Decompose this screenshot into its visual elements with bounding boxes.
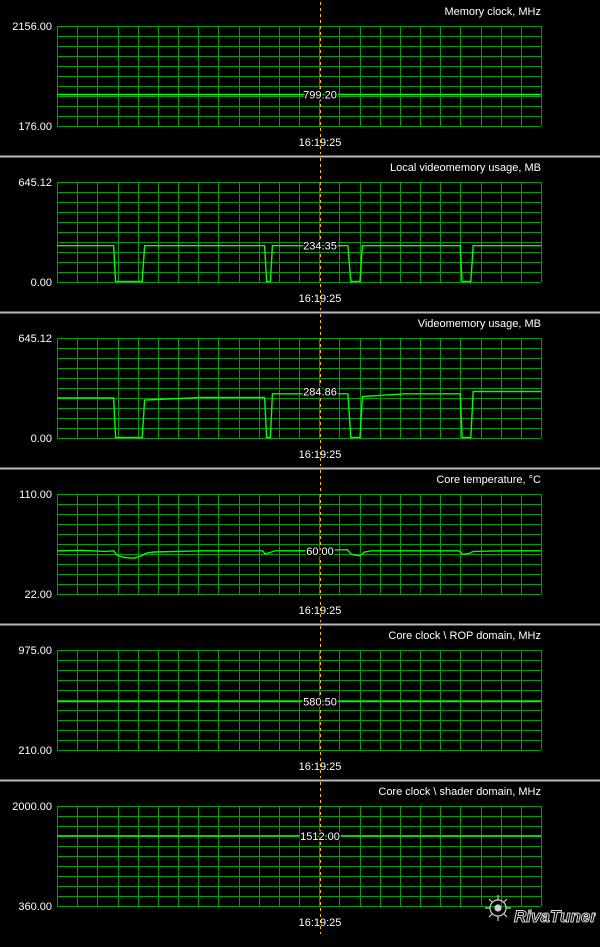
graph-panel: Videomemory usage, MB 645.12 0.00 284.86 16:…: [0, 311, 600, 466]
grid: [57, 26, 542, 127]
series-line: [57, 390, 541, 439]
y-min-label: 22.00: [24, 589, 52, 601]
grid: [57, 494, 542, 595]
cursor-time-label: 16:19:25: [299, 449, 342, 461]
y-max-label: 645.12: [18, 177, 52, 189]
graph-panel: Core clock \ shader domain, MHz 2000.00 36…: [0, 779, 600, 934]
graph-title: Core clock \ ROP domain, MHz: [388, 630, 541, 642]
grid: [57, 182, 542, 283]
current-value-label: 234.35: [303, 241, 337, 253]
current-value-label: 284.86: [303, 386, 337, 398]
current-value-label: 1512.00: [300, 831, 340, 843]
y-max-label: 975.00: [18, 645, 52, 657]
graph-title: Videomemory usage, MB: [418, 318, 541, 330]
current-value-label: 799.20: [303, 90, 337, 102]
graph-panel: Core clock \ ROP domain, MHz 975.00 210.00…: [0, 623, 600, 778]
series-line: [57, 244, 541, 283]
y-max-label: 2000.00: [12, 801, 52, 813]
gear-icon: [485, 895, 511, 921]
graph-title: Core clock \ shader domain, MHz: [378, 786, 541, 798]
graph-panel: Memory clock, MHz 2156.00 176.00 799.20 16:1…: [12, 2, 542, 154]
y-max-label: 2156.00: [12, 21, 52, 33]
y-min-label: 210.00: [18, 745, 52, 757]
current-value-label: 580.50: [303, 697, 337, 709]
grid: [57, 650, 542, 751]
cursor-time-label: 16:19:25: [299, 761, 342, 773]
graph-title: Local videomemory usage, MB: [390, 162, 541, 174]
y-min-label: 360.00: [18, 901, 52, 913]
cursor-time-label: 16:19:25: [299, 917, 342, 929]
grid: [57, 806, 542, 907]
y-min-label: 0.00: [31, 433, 52, 445]
series-line: [56, 548, 541, 559]
logo-text: RivaTuner: [514, 907, 596, 926]
current-value-label: 60.00: [306, 546, 334, 558]
cursor-time-label: 16:19:25: [299, 293, 342, 305]
graph-title: Core temperature, °C: [436, 474, 541, 486]
graph-panel: Core temperature, °C 110.00 22.00 60.00 16:1…: [0, 467, 600, 622]
y-max-label: 110.00: [19, 489, 52, 501]
cursor-time-label: 16:19:25: [299, 605, 342, 617]
y-min-label: 0.00: [31, 277, 52, 289]
rivatuner-logo: RivaTuner: [485, 895, 596, 927]
y-min-label: 176.00: [18, 121, 52, 133]
grid: [57, 338, 542, 439]
graph-panel: Local videomemory usage, MB 645.12 0.00 234…: [0, 155, 600, 310]
graph-title: Memory clock, MHz: [444, 6, 541, 18]
y-max-label: 645.12: [18, 333, 52, 345]
cursor-time-label: 16:19:25: [299, 137, 342, 149]
